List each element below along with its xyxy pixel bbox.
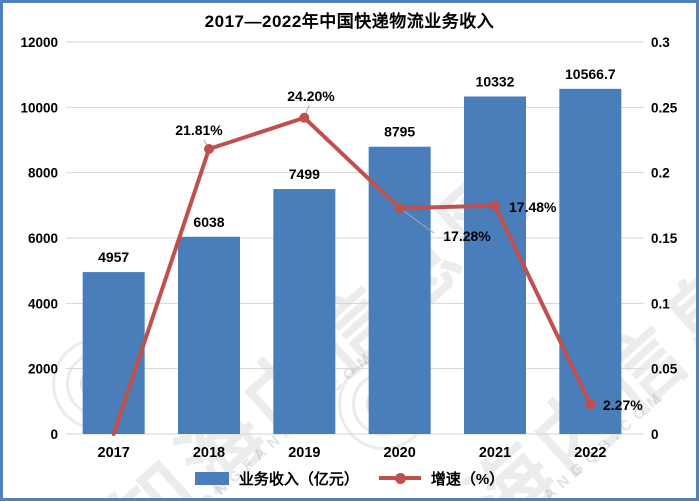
line-marker-2019 bbox=[299, 112, 310, 123]
x-axis-label: 2020 bbox=[384, 445, 416, 461]
right-axis-tick: 0.1 bbox=[651, 296, 670, 311]
bar-value-label: 7499 bbox=[289, 166, 320, 182]
growth-line bbox=[111, 115, 593, 436]
bar-value-label: 4957 bbox=[98, 249, 129, 265]
chart-legend: 业务收入（亿元） 增速（%） bbox=[0, 463, 699, 493]
bar-2017 bbox=[82, 272, 145, 434]
bar-2019 bbox=[273, 189, 336, 434]
left-axis-tick: 6000 bbox=[28, 231, 58, 246]
growth-value-label: 17.48% bbox=[509, 199, 557, 215]
label-leader-line bbox=[399, 207, 435, 234]
line-marker-2018 bbox=[204, 144, 214, 155]
legend-line-swatch bbox=[378, 472, 421, 484]
x-axis-label: 2017 bbox=[98, 445, 130, 461]
bar-2020 bbox=[368, 146, 431, 435]
right-axis-tick: 0 bbox=[651, 427, 659, 442]
growth-value-label: 21.81% bbox=[175, 122, 223, 138]
left-axis-tick: 0 bbox=[50, 427, 58, 442]
left-axis-tick: 10000 bbox=[20, 100, 58, 115]
right-axis-tick: 0.15 bbox=[651, 231, 678, 246]
legend-bar-swatch bbox=[194, 471, 229, 485]
right-axis-tick: 0.05 bbox=[651, 362, 678, 377]
left-axis-tick: 8000 bbox=[28, 166, 58, 181]
x-axis-label: 2022 bbox=[574, 445, 606, 461]
left-axis-tick: 4000 bbox=[28, 296, 58, 311]
bar-2022 bbox=[559, 88, 622, 434]
left-axis-tick: 12000 bbox=[20, 35, 58, 50]
x-axis-label: 2018 bbox=[193, 445, 225, 461]
legend-label-growth: 增速（%） bbox=[430, 470, 505, 488]
line-marker-2020 bbox=[394, 203, 405, 214]
bar-value-label: 10332 bbox=[476, 73, 515, 89]
line-marker-2022 bbox=[585, 399, 596, 410]
x-axis-label: 2019 bbox=[288, 445, 320, 461]
growth-value-label: 2.27% bbox=[603, 397, 643, 413]
right-axis-tick: 0.25 bbox=[651, 100, 678, 115]
x-axis-label: 2021 bbox=[479, 445, 511, 461]
growth-value-label: 17.28% bbox=[443, 228, 491, 244]
legend-label-revenue: 业务收入（亿元） bbox=[238, 470, 359, 488]
bar-2018 bbox=[178, 236, 240, 434]
legend-line-dot-icon bbox=[394, 472, 406, 484]
chart-title: 2017—2022年中国快递物流业务收入 bbox=[204, 12, 495, 31]
right-axis-tick: 0.2 bbox=[651, 166, 670, 181]
right-axis-tick: 0.3 bbox=[651, 35, 670, 50]
bar-value-label: 10566.7 bbox=[565, 66, 616, 82]
left-axis-tick: 2000 bbox=[28, 362, 58, 377]
line-marker-2021 bbox=[490, 200, 500, 211]
bar-value-label: 8795 bbox=[384, 124, 415, 140]
growth-value-label: 24.20% bbox=[287, 88, 335, 104]
bar-value-label: 6038 bbox=[193, 214, 224, 230]
bar-2021 bbox=[464, 96, 526, 434]
